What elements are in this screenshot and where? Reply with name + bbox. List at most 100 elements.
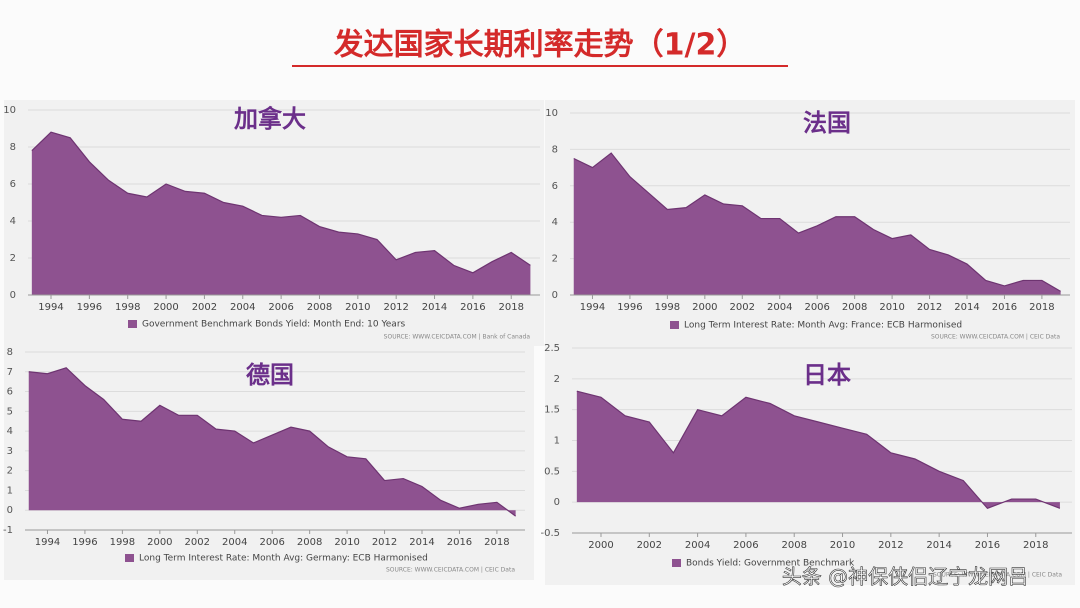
area — [573, 153, 1061, 295]
chart-title: 德国 — [246, 361, 294, 389]
y-tick-label: 0.5 — [544, 466, 560, 477]
y-tick-label: 2 — [552, 254, 558, 265]
x-tick-label: 2008 — [842, 302, 867, 313]
y-tick-label: 2 — [7, 466, 13, 477]
source-note: SOURCE: WWW.CEICDATA.COM | CEIC Data — [933, 572, 1062, 579]
y-tick-label: 4 — [7, 426, 13, 437]
x-tick-label: 2002 — [730, 302, 755, 313]
y-tick-label: 2 — [554, 374, 560, 385]
source-note: SOURCE: WWW.CEICDATA.COM | CEIC Data — [386, 567, 515, 574]
y-tick-label: 4 — [10, 216, 16, 227]
watermark: 头条 @神保侠侣辽宁龙网吕 — [782, 565, 1028, 589]
x-tick-label: 2018 — [484, 537, 509, 548]
y-tick-label: 1 — [7, 485, 13, 496]
x-tick-label: 2014 — [422, 302, 447, 313]
x-tick-label: 2000 — [692, 302, 717, 313]
area — [576, 391, 1060, 509]
y-tick-label: 8 — [7, 347, 13, 358]
x-tick-label: 2008 — [781, 540, 806, 551]
legend-label: Long Term Interest Rate: Month Avg: Fran… — [684, 321, 962, 331]
x-tick-label: 2012 — [917, 302, 942, 313]
y-tick-label: 1.5 — [544, 405, 560, 416]
x-tick-label: 2010 — [879, 302, 904, 313]
x-tick-label: 1998 — [655, 302, 680, 313]
x-tick-label: 2018 — [1029, 302, 1054, 313]
x-tick-label: 2016 — [460, 302, 485, 313]
y-tick-label: -0.5 — [540, 528, 560, 539]
y-tick-label: 7 — [7, 367, 13, 378]
y-tick-label: 0 — [10, 290, 16, 301]
y-tick-label: 6 — [10, 179, 16, 190]
x-tick-label: 2008 — [297, 537, 322, 548]
x-tick-label: 2004 — [222, 537, 247, 548]
y-tick-label: 2.5 — [544, 343, 560, 354]
line — [573, 152, 1061, 292]
x-tick-label: 2004 — [767, 302, 792, 313]
y-tick-label: 6 — [552, 181, 558, 192]
y-tick-label: 4 — [552, 217, 558, 228]
x-tick-label: 1994 — [38, 302, 63, 313]
legend-swatch — [672, 559, 681, 567]
x-tick-label: 2012 — [372, 537, 397, 548]
legend-swatch — [128, 320, 137, 328]
x-tick-label: 1996 — [77, 302, 102, 313]
x-tick-label: 1996 — [72, 537, 97, 548]
legend-swatch — [670, 321, 679, 329]
x-tick-label: 2010 — [345, 302, 370, 313]
x-tick-label: 2014 — [409, 537, 434, 548]
x-tick-label: 2018 — [499, 302, 524, 313]
x-tick-label: 2008 — [307, 302, 332, 313]
x-tick-label: 1994 — [580, 302, 605, 313]
legend-label: Bonds Yield: Government Benchmark — [686, 559, 855, 569]
x-tick-label: 2016 — [975, 540, 1000, 551]
y-tick-label: 0 — [554, 497, 560, 508]
x-tick-label: 2016 — [992, 302, 1017, 313]
line — [28, 367, 516, 517]
x-tick-label: 2006 — [804, 302, 829, 313]
y-tick-label: 5 — [7, 406, 13, 417]
x-tick-label: 2014 — [954, 302, 979, 313]
slide-title: 发达国家长期利率走势（1/2） — [333, 28, 747, 63]
y-tick-label: -1 — [3, 525, 13, 536]
y-tick-label: 0 — [7, 505, 13, 516]
line — [576, 390, 1061, 510]
source-note: SOURCE: WWW.CEICDATA.COM | Bank of Canad… — [384, 334, 531, 341]
y-tick-label: 3 — [7, 446, 13, 457]
chart-title: 加拿大 — [234, 105, 306, 133]
x-tick-label: 2012 — [383, 302, 408, 313]
y-tick-label: 2 — [10, 253, 16, 264]
x-tick-label: 2004 — [230, 302, 255, 313]
x-tick-label: 2004 — [685, 540, 710, 551]
x-tick-label: 2016 — [447, 537, 472, 548]
x-tick-label: 2010 — [334, 537, 359, 548]
x-tick-label: 2000 — [588, 540, 613, 551]
y-tick-label: 10 — [545, 108, 558, 119]
y-tick-label: 8 — [10, 142, 16, 153]
legend-label: Government Benchmark Bonds Yield: Month … — [142, 320, 406, 330]
chart-title: 法国 — [803, 109, 851, 137]
x-tick-label: 2006 — [733, 540, 758, 551]
y-tick-label: 1 — [554, 436, 560, 447]
y-tick-label: 0 — [552, 290, 558, 301]
x-tick-label: 2010 — [830, 540, 855, 551]
x-tick-label: 2002 — [185, 537, 210, 548]
x-tick-label: 1994 — [35, 537, 60, 548]
x-tick-label: 1996 — [617, 302, 642, 313]
chart-title: 日本 — [803, 361, 851, 389]
x-tick-label: 2000 — [153, 302, 178, 313]
x-tick-label: 1998 — [110, 537, 135, 548]
x-tick-label: 2006 — [259, 537, 284, 548]
line — [31, 131, 531, 274]
y-tick-label: 8 — [552, 144, 558, 155]
x-tick-label: 2000 — [147, 537, 172, 548]
y-tick-label: 10 — [3, 105, 16, 116]
x-tick-label: 2002 — [637, 540, 662, 551]
area — [31, 132, 531, 295]
x-tick-label: 2014 — [926, 540, 951, 551]
x-tick-label: 1998 — [115, 302, 140, 313]
source-note: SOURCE: WWW.CEICDATA.COM | CEIC Data — [931, 334, 1060, 341]
legend-label: Long Term Interest Rate: Month Avg: Germ… — [139, 554, 428, 564]
legend-swatch — [125, 554, 134, 562]
